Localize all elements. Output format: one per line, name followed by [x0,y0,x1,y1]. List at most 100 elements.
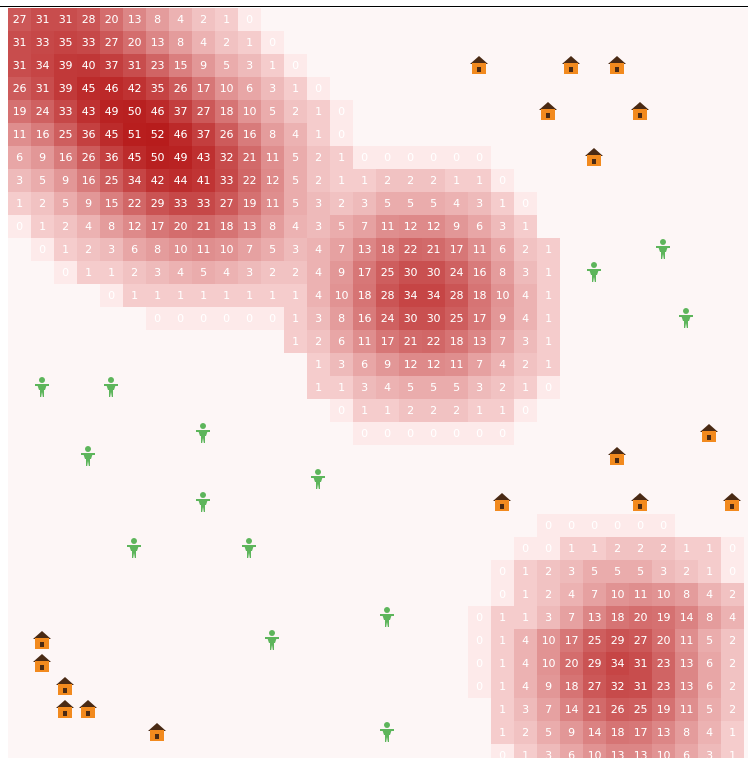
heat-cell: 25 [445,307,468,330]
heat-cell: 0 [100,284,123,307]
house-icon[interactable] [722,491,742,513]
heat-cell: 2 [514,238,537,261]
heat-cell: 5 [376,192,399,215]
heat-cell: 1 [100,261,123,284]
heat-cell: 2 [445,399,468,422]
person-icon[interactable] [32,376,52,398]
heat-cell: 16 [77,169,100,192]
heat-cell: 3 [468,376,491,399]
person-icon[interactable] [262,629,282,651]
house-icon[interactable] [607,54,627,76]
house-icon[interactable] [584,146,604,168]
house-icon[interactable] [561,54,581,76]
heat-cell: 3 [652,560,675,583]
house-icon[interactable] [699,422,719,444]
heat-cell: 11 [261,192,284,215]
house-icon[interactable] [147,721,167,743]
heat-cell: 42 [146,169,169,192]
heat-cell: 27 [629,629,652,652]
game-board[interactable]: 27 31 31 28 20 13 8 4 2 1 0 31 33 35 33 27 20 13 8 4 2 1 0 31 34… [8,8,748,758]
heat-cell: 43 [192,146,215,169]
heat-cell: 21 [583,698,606,721]
heat-cell: 12 [123,215,146,238]
heat-cell: 7 [583,583,606,606]
heat-cell: 2 [721,698,744,721]
heat-cell: 2 [652,537,675,560]
person-icon[interactable] [193,422,213,444]
heat-cell: 10 [652,744,675,758]
heat-cell: 2 [721,675,744,698]
heat-cell: 4 [445,192,468,215]
heat-cell: 23 [146,54,169,77]
heat-cell: 20 [629,606,652,629]
house-icon[interactable] [55,698,75,720]
house-icon[interactable] [32,652,52,674]
heat-cell: 4 [514,307,537,330]
heat-cell: 2 [307,146,330,169]
heat-cell: 5 [54,192,77,215]
house-icon[interactable] [32,629,52,651]
heat-cell: 19 [652,606,675,629]
heat-cell: 0 [491,169,514,192]
heat-cell: 24 [445,261,468,284]
house-icon[interactable] [492,491,512,513]
heat-cell: 0 [353,146,376,169]
heat-cell: 1 [583,537,606,560]
top-border [0,6,748,7]
heat-cell: 26 [77,146,100,169]
heat-cell: 11 [261,146,284,169]
heat-cell: 3 [560,560,583,583]
heat-cell: 1 [330,146,353,169]
heat-cell: 44 [169,169,192,192]
heat-cell: 3 [307,192,330,215]
house-icon[interactable] [630,100,650,122]
heat-cell: 4 [307,261,330,284]
person-icon[interactable] [653,238,673,260]
house-icon[interactable] [469,54,489,76]
house-icon[interactable] [78,698,98,720]
heat-cell: 5 [261,238,284,261]
person-icon[interactable] [78,445,98,467]
heat-cell: 21 [192,215,215,238]
heat-cell: 7 [537,698,560,721]
heat-cell: 28 [77,8,100,31]
heat-cell: 25 [54,123,77,146]
heat-cell: 0 [8,215,31,238]
person-icon[interactable] [377,606,397,628]
heat-cell: 2 [629,537,652,560]
person-icon[interactable] [239,537,259,559]
heat-cell: 30 [422,261,445,284]
heat-cell: 36 [77,123,100,146]
heat-cell: 17 [629,721,652,744]
house-icon[interactable] [538,100,558,122]
heat-cell: 0 [376,422,399,445]
heat-cell: 1 [192,284,215,307]
person-icon[interactable] [584,261,604,283]
house-icon[interactable] [55,675,75,697]
heat-cell: 31 [8,54,31,77]
heat-cell: 0 [215,307,238,330]
heat-cell: 1 [468,169,491,192]
heat-cell: 1 [445,169,468,192]
heat-cell: 1 [514,215,537,238]
heat-cell: 0 [261,31,284,54]
heat-cell: 1 [514,560,537,583]
person-icon[interactable] [101,376,121,398]
heat-cell: 5 [284,146,307,169]
heat-cell: 20 [560,652,583,675]
person-icon[interactable] [124,537,144,559]
heat-cell: 21 [238,146,261,169]
person-icon[interactable] [676,307,696,329]
heat-cell: 5 [583,560,606,583]
person-icon[interactable] [193,491,213,513]
house-icon[interactable] [607,445,627,467]
heat-cell: 1 [353,399,376,422]
heat-cell: 34 [399,284,422,307]
house-icon[interactable] [630,491,650,513]
heat-cell: 9 [330,261,353,284]
heat-cell: 2 [399,399,422,422]
person-icon[interactable] [377,721,397,743]
heat-cell: 5 [330,215,353,238]
heat-cell: 3 [307,215,330,238]
person-icon[interactable] [308,468,328,490]
